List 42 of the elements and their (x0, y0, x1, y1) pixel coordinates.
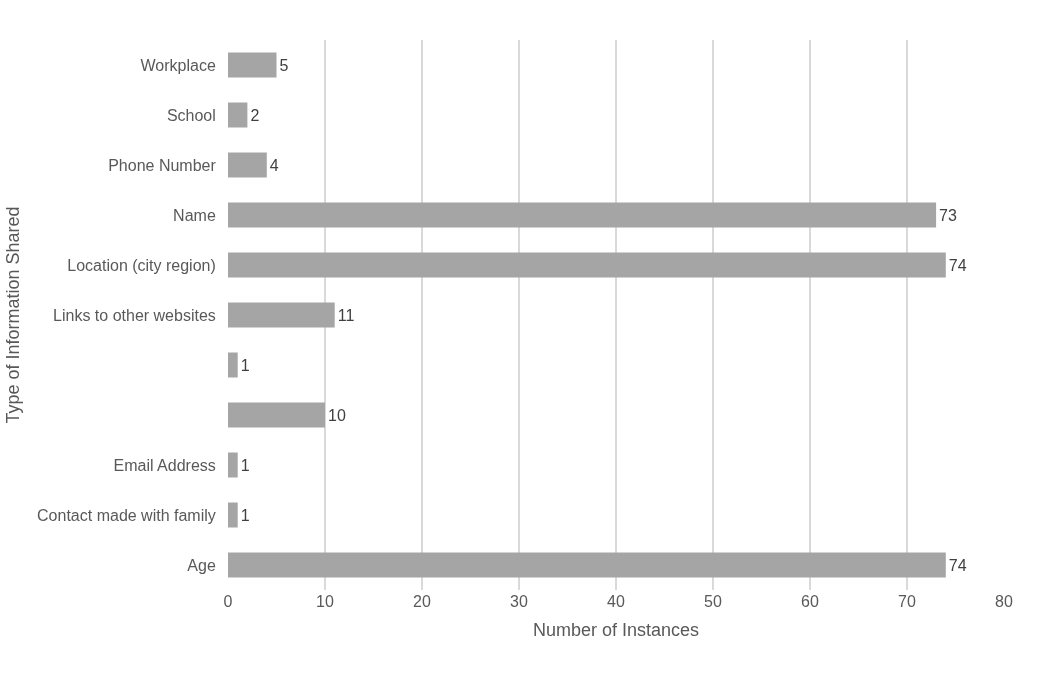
data-label: 1 (240, 456, 250, 474)
bar (228, 502, 238, 528)
data-label: 4 (269, 156, 279, 174)
y-tick-label: School (166, 106, 216, 124)
data-label: 11 (337, 306, 355, 324)
x-tick-label: 10 (316, 593, 334, 610)
data-label: 74 (948, 556, 967, 574)
y-axis-title: Type of Information Shared (3, 206, 24, 424)
data-label: 5 (279, 56, 289, 74)
y-tick-label: Contact made with family (37, 506, 216, 524)
x-tick-label: 30 (510, 593, 528, 610)
data-label: 73 (939, 206, 957, 224)
bar (228, 352, 238, 378)
bar (228, 152, 267, 178)
bar (228, 552, 946, 578)
bar (228, 252, 946, 278)
x-tick-label: 40 (607, 593, 625, 610)
y-tick-label: Links to other websites (53, 306, 216, 324)
y-tick-label: Phone Number (108, 156, 217, 174)
bar (228, 52, 277, 78)
x-tick-label: 50 (704, 593, 722, 610)
y-tick-label: Age (187, 556, 216, 574)
x-axis-title: Number of Instances (532, 620, 700, 641)
data-label: 1 (240, 506, 250, 524)
x-tick-label: 0 (223, 593, 233, 610)
data-label: 2 (250, 106, 260, 124)
y-tick-label: Name (173, 206, 216, 224)
x-tick-label: 20 (413, 593, 431, 610)
x-tick-label: 60 (801, 593, 819, 610)
bar (228, 102, 248, 128)
x-tick-label: 80 (995, 593, 1013, 610)
bar (228, 202, 937, 228)
data-label: 10 (328, 406, 346, 424)
data-label: 74 (948, 256, 967, 274)
bar (228, 302, 335, 328)
y-tick-label: Location (city region) (67, 256, 216, 274)
data-label: 1 (240, 356, 250, 374)
bar (228, 452, 238, 478)
y-tick-label: Workplace (140, 56, 216, 74)
bar (228, 402, 325, 428)
y-tick-label: Email Address (113, 456, 216, 474)
x-tick-label: 70 (898, 593, 916, 610)
